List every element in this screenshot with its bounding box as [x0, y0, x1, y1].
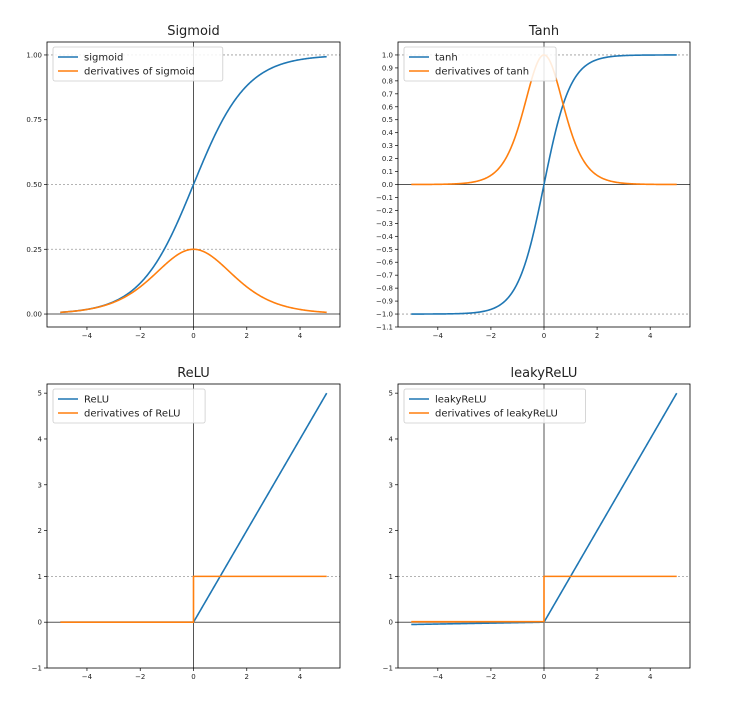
- y-tick-label: 4: [38, 435, 43, 443]
- y-tick-label: −0.3: [376, 220, 393, 228]
- legend-box: [403, 388, 587, 424]
- legend-label: ReLU: [84, 395, 109, 406]
- y-tick-label: −0.4: [376, 233, 394, 241]
- series-line-derivative: [60, 248, 327, 314]
- x-tick-label: 4: [298, 673, 303, 681]
- panel-relu: ReLU −4 −2 0 2 4 −1 0 1 2 3 4 5 ReLU derivatives of Re…: [32, 366, 341, 681]
- legend-label: derivatives of tanh: [435, 67, 529, 78]
- y-tick-label: −1.0: [376, 311, 393, 319]
- legend-box: [403, 46, 557, 82]
- legend-box: [52, 46, 224, 82]
- y-tick-label: 0: [389, 619, 393, 627]
- series-line-derivative: [411, 575, 677, 623]
- legend: leakyReLU derivatives of leakyReLU: [403, 388, 587, 424]
- y-tick-label: −0.7: [376, 272, 393, 280]
- y-tick-label: 0.50: [26, 181, 42, 189]
- legend-label: derivatives of ReLU: [84, 409, 180, 420]
- x-tick-label: 4: [298, 332, 303, 340]
- legend-box: [52, 388, 206, 424]
- y-tick-label: 1: [38, 573, 42, 581]
- x-tick-label: −4: [433, 332, 444, 340]
- y-tick-label: 0.1: [382, 168, 393, 176]
- y-tick-label: 1: [389, 573, 393, 581]
- x-tick-label: −2: [486, 332, 496, 340]
- panel-title: leakyReLU: [511, 366, 578, 381]
- y-tick-label: −1: [383, 665, 393, 673]
- x-tick-label: 2: [595, 332, 599, 340]
- y-tick-label: 0: [38, 619, 42, 627]
- y-tick-label: 2: [389, 527, 393, 535]
- x-tick-label: −2: [486, 673, 496, 681]
- y-tick-label: 0.3: [382, 142, 393, 150]
- x-tick-label: 0: [191, 332, 195, 340]
- panel-title: Sigmoid: [167, 24, 220, 39]
- panel-title: Tanh: [528, 24, 559, 39]
- x-tick-label: −2: [135, 673, 145, 681]
- y-tick-label: 1.0: [382, 51, 393, 59]
- panel-leakyrelu: leakyReLU −4 −2 0 2 4 −1 0 1 2 3 4 5 leakyReLU derivat…: [383, 366, 691, 681]
- x-tick-label: 4: [648, 332, 653, 340]
- panel-tanh: Tanh −4 −2 0 2 4 −1.1 −1.0 −0.9 −0.8 −0.7 −0.6 −0.5 −…: [376, 24, 691, 340]
- legend-label: tanh: [435, 53, 458, 64]
- y-tick-label: 5: [389, 390, 393, 398]
- y-tick-label: 2: [38, 527, 42, 535]
- x-tick-label: 2: [595, 673, 599, 681]
- y-tick-label: 3: [38, 481, 42, 489]
- x-tick-label: −4: [433, 673, 444, 681]
- x-tick-label: 0: [542, 332, 546, 340]
- y-tick-label: −1.1: [376, 324, 393, 332]
- x-tick-label: −4: [82, 673, 93, 681]
- y-tick-label: −0.8: [376, 285, 393, 293]
- y-tick-label: 3: [389, 481, 393, 489]
- y-tick-label: 4: [389, 435, 394, 443]
- series-line-derivative: [60, 575, 327, 623]
- legend-label: derivatives of sigmoid: [84, 67, 195, 78]
- y-tick-label: 0.5: [382, 116, 393, 124]
- y-tick-label: −0.2: [376, 207, 393, 215]
- x-tick-label: −2: [135, 332, 145, 340]
- series-line-function: [411, 54, 677, 315]
- y-tick-label: 0.25: [26, 246, 42, 254]
- y-tick-label: 0.75: [26, 116, 42, 124]
- x-tick-label: 4: [648, 673, 653, 681]
- panel-title: ReLU: [177, 366, 210, 381]
- x-tick-label: 2: [245, 332, 249, 340]
- panel-sigmoid: Sigmoid −4 −2 0 2 4 0.00 0.25 0.50 0.75 1.00 sigmoi…: [26, 24, 341, 340]
- legend-label: leakyReLU: [435, 395, 486, 406]
- y-tick-label: −0.9: [376, 298, 393, 306]
- y-tick-label: 0.2: [382, 155, 393, 163]
- y-tick-label: 0.00: [26, 311, 42, 319]
- y-tick-label: 0.7: [382, 90, 393, 98]
- legend-label: sigmoid: [84, 53, 123, 64]
- y-tick-label: −0.6: [376, 259, 394, 267]
- y-tick-label: 0.9: [382, 64, 393, 72]
- x-tick-label: −4: [82, 332, 93, 340]
- x-tick-label: 0: [191, 673, 195, 681]
- y-tick-label: 0.0: [382, 181, 393, 189]
- x-tick-label: 0: [542, 673, 546, 681]
- y-tick-label: 1.00: [26, 51, 42, 59]
- y-tick-label: 0.8: [382, 77, 393, 85]
- y-tick-label: 0.4: [382, 129, 394, 137]
- legend-label: derivatives of leakyReLU: [435, 409, 558, 420]
- y-tick-label: −0.5: [376, 246, 393, 254]
- y-tick-label: 5: [38, 390, 42, 398]
- x-tick-label: 2: [245, 673, 249, 681]
- legend: tanh derivatives of tanh: [403, 46, 557, 82]
- y-tick-label: −0.1: [376, 194, 393, 202]
- y-tick-label: 0.6: [382, 103, 394, 111]
- y-tick-label: −1: [32, 665, 42, 673]
- legend: sigmoid derivatives of sigmoid: [52, 46, 224, 82]
- legend: ReLU derivatives of ReLU: [52, 388, 206, 424]
